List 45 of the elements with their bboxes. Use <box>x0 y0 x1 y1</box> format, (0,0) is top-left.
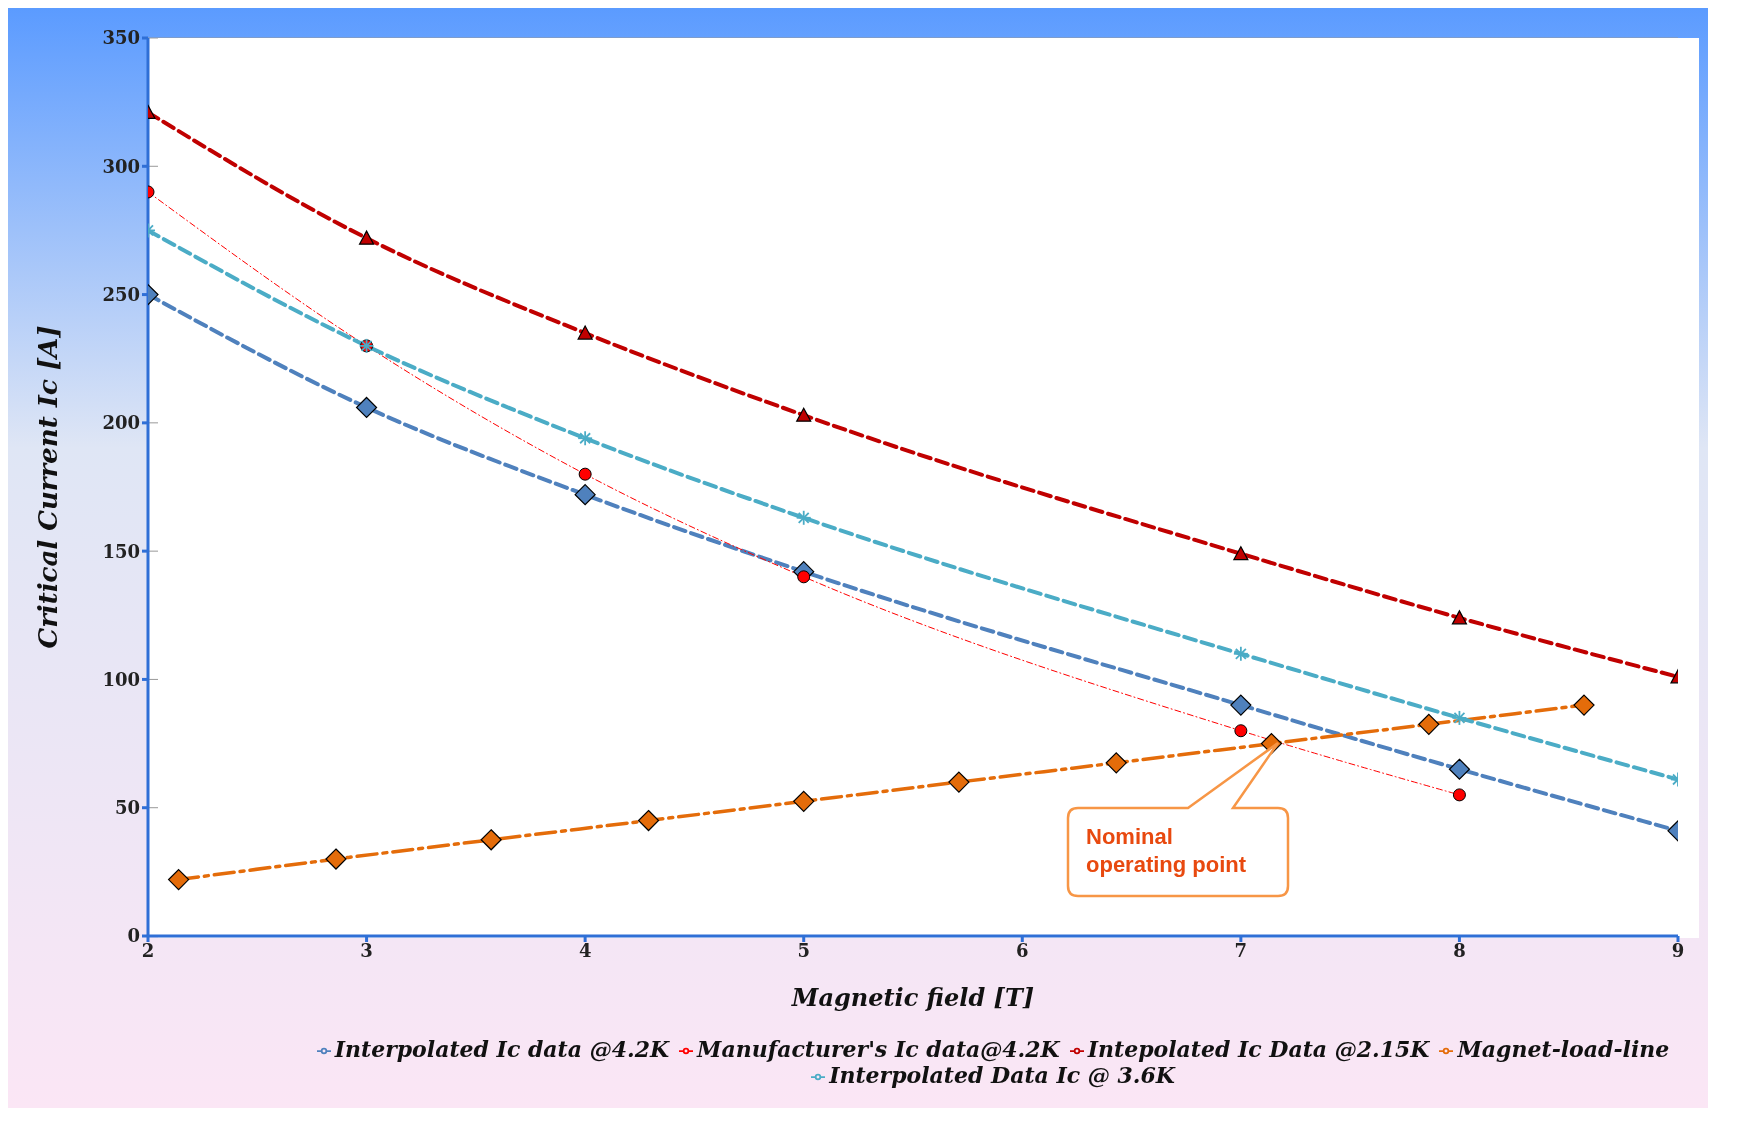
y-axis-title: Critical Current Ic [A] <box>33 325 64 649</box>
point <box>358 230 375 245</box>
point <box>480 829 502 851</box>
point <box>355 396 378 419</box>
y-tick-label: 200 <box>102 412 140 434</box>
point <box>796 407 812 422</box>
legend-label: Interpolated Data Ic @ 3.6K <box>829 1062 1175 1088</box>
y-tick-label: 100 <box>102 668 140 690</box>
x-tick-label: 7 <box>1234 939 1248 961</box>
point <box>325 848 347 870</box>
point <box>1233 546 1249 561</box>
y-tick-label: 250 <box>102 283 140 305</box>
point <box>577 325 593 340</box>
point <box>1418 713 1440 735</box>
x-tick-label: 4 <box>578 939 592 961</box>
x-axis-title: Magnetic field [T] <box>790 983 1035 1012</box>
legend-label: Manufacturer's Ic data@4.2K <box>697 1036 1060 1062</box>
point <box>793 790 815 812</box>
point <box>948 771 970 793</box>
x-tick-label: 2 <box>141 939 155 961</box>
legend-label: Magnet-load-line <box>1457 1036 1670 1062</box>
y-tick-label: 300 <box>102 155 140 177</box>
x-tick-label: 6 <box>1016 939 1029 961</box>
point <box>168 868 190 891</box>
y-tick-label: 0 <box>127 925 140 947</box>
annotation: Nominal operating point <box>1086 824 1247 877</box>
legend-label: Intepolated Ic Data @2.15K <box>1087 1036 1430 1062</box>
point <box>578 467 592 481</box>
point <box>1105 752 1127 774</box>
x-tick-label: 9 <box>1671 939 1685 961</box>
y-tick-label: 50 <box>114 797 140 819</box>
y-tick-label: 150 <box>102 540 140 562</box>
y-tick-label: 350 <box>102 27 140 49</box>
point <box>574 484 596 506</box>
point <box>1448 758 1471 780</box>
x-tick-label: 5 <box>797 939 810 961</box>
x-tick-label: 8 <box>1453 939 1466 961</box>
point <box>1234 724 1248 738</box>
point <box>1451 610 1468 625</box>
point <box>637 809 660 832</box>
point <box>1573 694 1595 716</box>
point <box>1452 788 1466 802</box>
legend-label: Interpolated Ic data @4.2K <box>334 1036 670 1062</box>
x-tick-label: 3 <box>360 939 373 961</box>
point <box>1230 694 1252 716</box>
